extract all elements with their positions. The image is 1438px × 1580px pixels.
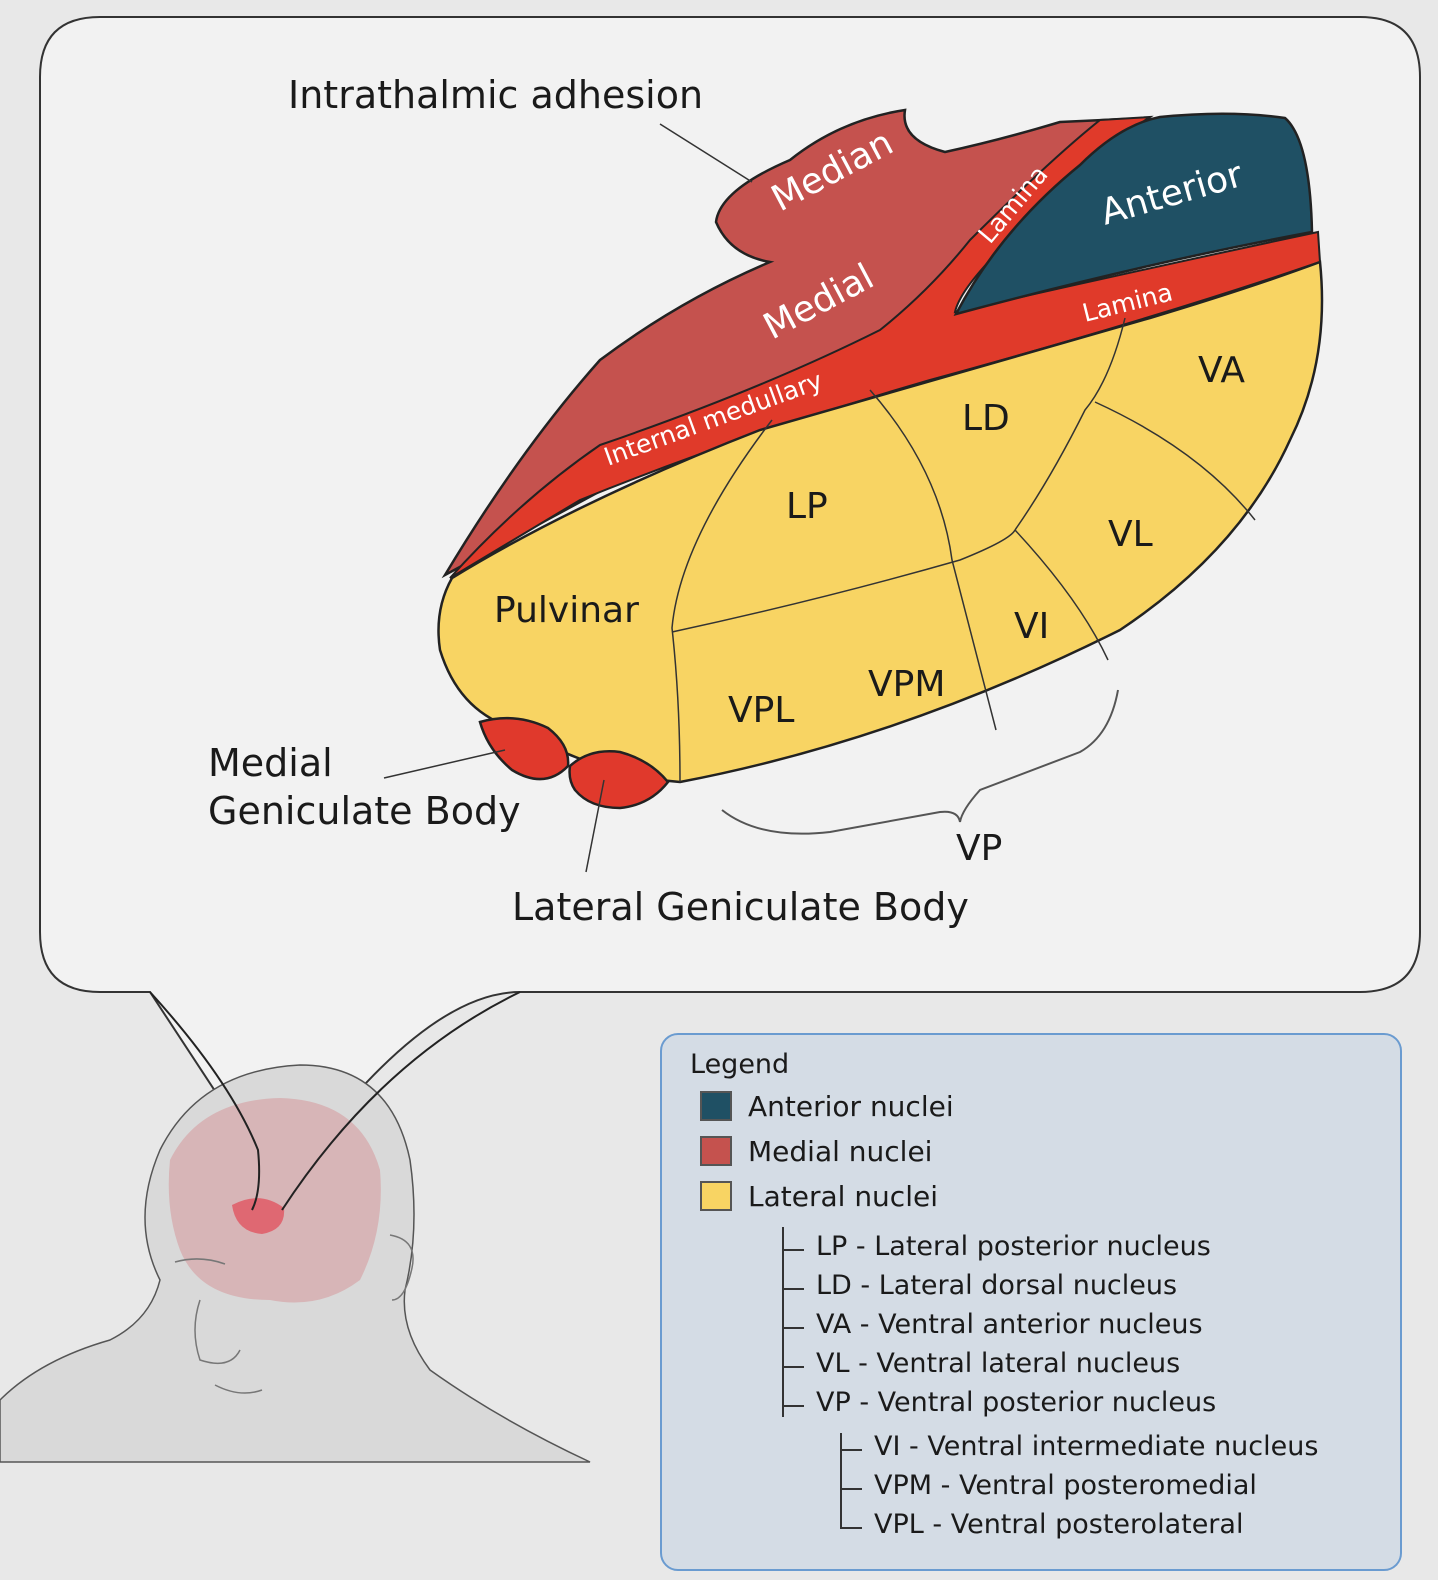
legend-label: Anterior nuclei: [748, 1089, 954, 1123]
legend-label: Lateral nuclei: [748, 1179, 938, 1213]
legend-sub-vpm: VPM - Ventral posteromedial: [874, 1470, 1257, 1501]
callout-pointer-left: [149, 991, 261, 1211]
legend-label: Medial nuclei: [748, 1134, 933, 1168]
callout-pointer-right: [281, 991, 521, 1211]
tree-tick: [782, 1327, 804, 1329]
ld-label: LD: [962, 398, 1010, 439]
tree-tick: [782, 1288, 804, 1290]
legend-sub-vpl: VPL - Ventral posterolateral: [874, 1509, 1244, 1540]
head-illustration: [0, 1064, 591, 1463]
tree-tick: [840, 1488, 862, 1490]
anterior-region: [953, 112, 1314, 316]
legend-sub-ld: LD - Lateral dorsal nucleus: [816, 1270, 1178, 1301]
lgb-leader: [585, 779, 605, 873]
anterior-swatch: [700, 1091, 732, 1121]
vp-label: VP: [956, 828, 1002, 869]
medial-swatch: [700, 1136, 732, 1166]
vi-label: VI: [1014, 606, 1049, 647]
legend-item-medial: Medial nuclei: [700, 1134, 932, 1168]
tree-tick: [840, 1449, 862, 1451]
pulvinar-label: Pulvinar: [494, 590, 639, 631]
vpl-label: VPL: [728, 690, 794, 731]
tree-tick: [782, 1405, 804, 1407]
legend-sub-vi: VI - Ventral intermediate nucleus: [874, 1431, 1319, 1462]
tree-tick: [840, 1527, 862, 1529]
tree-tick: [782, 1366, 804, 1368]
vpm-label: VPM: [868, 664, 945, 705]
intrathalamic-adhesion-label: Intrathalmic adhesion: [288, 73, 703, 117]
lp-label: LP: [786, 486, 828, 527]
vp-tree-line: [840, 1433, 842, 1528]
legend-box: Legend Anterior nuclei Medial nuclei Lat…: [660, 1033, 1402, 1571]
lateral-geniculate-body: [568, 750, 670, 810]
lateral-tree-line: [782, 1227, 784, 1417]
vp-brace: [721, 689, 1119, 835]
lateral-geniculate-label: Lateral Geniculate Body: [512, 885, 969, 929]
medial-geniculate-label-1: Medial: [208, 741, 333, 785]
va-label: VA: [1198, 350, 1245, 391]
nucleus-borders: [671, 317, 1256, 783]
lateral-swatch: [700, 1181, 732, 1211]
legend-item-lateral: Lateral nuclei: [700, 1179, 938, 1213]
adhesion-leader: [659, 123, 753, 183]
legend-item-anterior: Anterior nuclei: [700, 1089, 954, 1123]
mgb-leader: [383, 749, 506, 779]
legend-sub-vp: VP - Ventral posterior nucleus: [816, 1387, 1217, 1418]
tree-tick: [782, 1249, 804, 1251]
vl-label: VL: [1108, 514, 1153, 555]
legend-title: Legend: [690, 1049, 790, 1080]
legend-sub-lp: LP - Lateral posterior nucleus: [816, 1231, 1211, 1262]
medial-geniculate-body: [478, 716, 570, 781]
legend-sub-vl: VL - Ventral lateral nucleus: [816, 1348, 1181, 1379]
medial-geniculate-label-2: Geniculate Body: [208, 789, 521, 833]
legend-sub-va: VA - Ventral anterior nucleus: [816, 1309, 1203, 1340]
